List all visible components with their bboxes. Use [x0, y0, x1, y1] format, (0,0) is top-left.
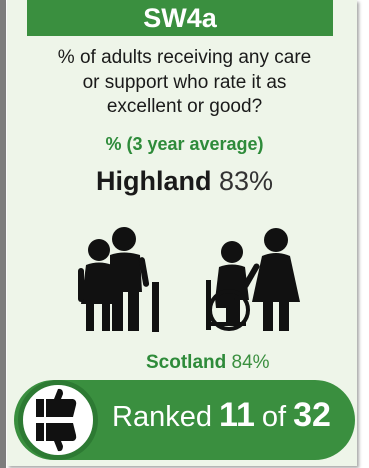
indicator-code: SW4a	[143, 2, 217, 33]
left-edge-bar	[0, 0, 6, 468]
local-value: Highland 83%	[0, 166, 369, 197]
rank-number: 11	[218, 396, 255, 434]
care-illustration	[78, 227, 300, 332]
wheelchair-user-with-carer-icon	[206, 228, 300, 331]
rank-prefix: Ranked	[112, 401, 212, 433]
rank-total: 32	[293, 396, 331, 434]
indicator-code-header: SW4a	[27, 0, 333, 36]
question-line-3: excellent or good?	[106, 96, 263, 117]
rank-of-label: of	[261, 401, 287, 433]
rank-text: Ranked 11 of 32	[112, 396, 331, 444]
national-value: 84%	[231, 352, 270, 373]
question-line-2: or support who rate it as	[82, 71, 287, 93]
local-area-value: 83%	[218, 166, 274, 196]
question-line-1: % of adults receiving any care	[57, 47, 312, 68]
measure-subtitle: % (3 year average)	[105, 134, 264, 154]
national-comparison: Scotland 84%	[146, 352, 270, 374]
national-name: Scotland	[146, 352, 227, 373]
thumbs-up-down-icon	[36, 388, 77, 452]
rank-badge	[18, 380, 98, 460]
elderly-couple-with-cane-icon	[78, 227, 159, 332]
indicator-question: % of adults receiving any care or suppor…	[0, 46, 369, 120]
local-area-name: Highland	[95, 166, 212, 196]
